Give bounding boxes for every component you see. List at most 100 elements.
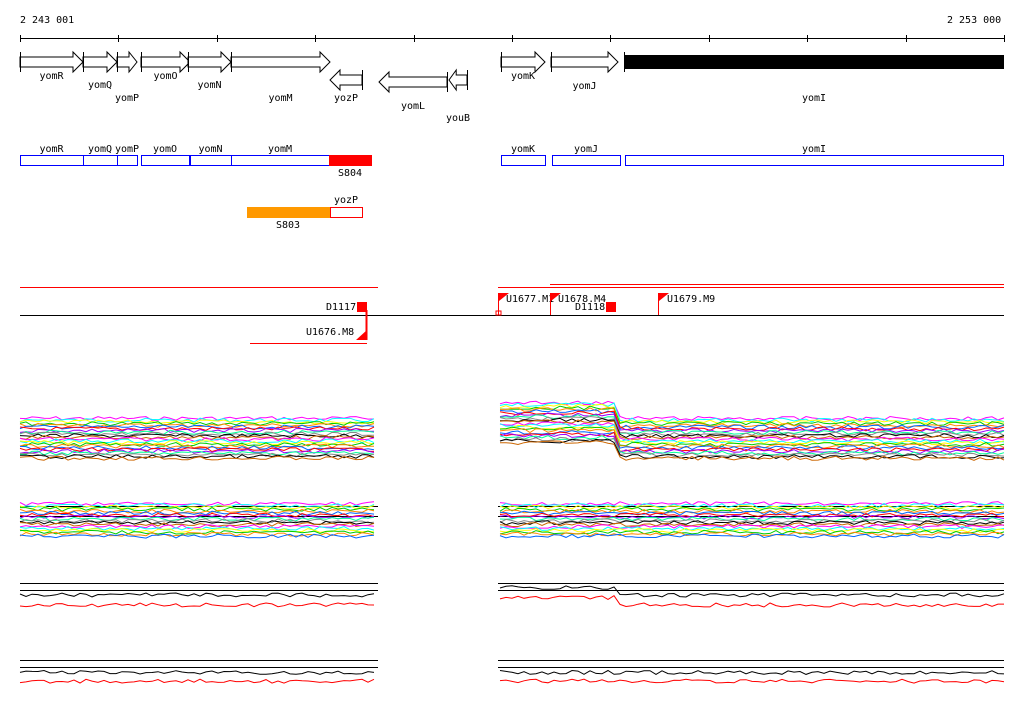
expression-line	[19, 440, 375, 446]
gene-yozP[interactable]	[329, 68, 363, 92]
expression-line	[499, 403, 1005, 425]
marker-d1118[interactable]	[606, 302, 616, 312]
segment-yomI[interactable]	[625, 155, 1004, 166]
gene-yomL[interactable]	[378, 70, 448, 94]
gene-yomP[interactable]	[116, 50, 138, 74]
expression-line	[499, 438, 1005, 460]
expression-line	[499, 531, 1005, 537]
segment-label: yomJ	[574, 144, 598, 155]
segment-track: yomR yomQ yomP yomO yomN yomM yomK yomJ yomI	[20, 144, 1004, 166]
segment-yomP[interactable]	[117, 155, 138, 166]
gene-yomQ[interactable]	[82, 50, 118, 74]
expression-line	[19, 427, 375, 434]
gene-label: youB	[446, 113, 470, 124]
segment-s803[interactable]	[247, 207, 330, 218]
expression-line	[19, 426, 375, 432]
expression-line	[499, 428, 1005, 449]
expression-line	[19, 678, 375, 684]
expression-line	[19, 669, 375, 675]
segment-yomM[interactable]	[231, 155, 330, 166]
segment-label: yomR	[39, 144, 64, 155]
expression-line	[19, 447, 375, 453]
expression-line	[19, 533, 375, 539]
expression-line	[499, 421, 1005, 442]
expression-line	[499, 526, 1005, 531]
gene-label: yomR	[39, 71, 64, 82]
segment-label: yomM	[268, 144, 292, 155]
marker-u1679[interactable]	[659, 293, 669, 301]
marker-label: U1676.M8	[306, 327, 354, 338]
expression-plots	[19, 400, 1005, 684]
expression-line	[499, 502, 1005, 509]
expression-line	[19, 510, 375, 516]
segment-yomK[interactable]	[501, 155, 546, 166]
gene-yomK[interactable]	[500, 50, 546, 74]
expression-line	[499, 431, 1005, 453]
gene-label: yomQ	[88, 80, 112, 91]
gene-label: yomK	[511, 71, 535, 82]
gene-yomJ[interactable]	[550, 50, 619, 74]
segment-yozp[interactable]	[330, 207, 363, 218]
segment-yomO[interactable]	[141, 155, 190, 166]
gene-yomO[interactable]	[140, 50, 191, 74]
expression-line	[499, 426, 1005, 447]
gene-label: yomI	[802, 93, 826, 104]
segment-yomQ[interactable]	[83, 155, 118, 166]
gene-yomI[interactable]	[624, 55, 1004, 69]
expression-line	[19, 524, 375, 530]
segment-yomN[interactable]	[190, 155, 232, 166]
expression-line	[499, 527, 1005, 533]
gene-yomN[interactable]	[187, 50, 232, 74]
marker-u1677[interactable]	[499, 293, 509, 301]
expression-line	[19, 431, 374, 437]
marker-u1678[interactable]	[551, 293, 561, 301]
expression-line	[19, 528, 375, 533]
expression-line	[19, 514, 375, 520]
gene-label: yomN	[197, 80, 221, 91]
s804-label: S804	[338, 168, 362, 179]
marker-label: D1117	[326, 302, 356, 313]
expression-line	[19, 512, 375, 518]
marker-track: D1117 U1676.M8 U1677.M1 U1678.M4 D1118 U…	[20, 284, 1004, 344]
marker-label: D1118	[575, 302, 605, 313]
expression-line	[19, 441, 375, 447]
segment-yomR[interactable]	[20, 155, 84, 166]
s803-label: S803	[276, 220, 300, 231]
expression-line	[499, 518, 1005, 524]
expression-line	[19, 522, 375, 528]
segment-label: yomO	[153, 144, 177, 155]
expression-line	[499, 595, 1004, 608]
expression-line	[19, 602, 375, 608]
segment-label: yomQ	[88, 144, 112, 155]
expression-line	[500, 440, 1005, 461]
expression-line	[19, 518, 375, 524]
segment-label: yomN	[198, 144, 222, 155]
gene-label: yomM	[268, 93, 292, 104]
gene-label: yomL	[401, 101, 425, 112]
segment-label: yomK	[511, 144, 535, 155]
gene-yomR[interactable]	[19, 50, 84, 74]
expression-line	[499, 412, 1005, 434]
expression-line	[499, 506, 1005, 512]
expression-line	[499, 585, 1005, 598]
gene-yomM[interactable]	[230, 50, 331, 74]
marker-d1117[interactable]	[357, 302, 367, 312]
expression-line	[19, 416, 375, 421]
gene-label: yomO	[153, 71, 177, 82]
expression-line	[19, 438, 375, 444]
expression-line	[19, 502, 375, 509]
segment-yomJ[interactable]	[552, 155, 621, 166]
expression-line	[19, 516, 375, 522]
expression-line	[19, 455, 375, 461]
expression-line	[19, 419, 375, 425]
expression-line	[19, 504, 375, 510]
segment-s804[interactable]	[329, 155, 372, 166]
segment-label: yomI	[802, 144, 826, 155]
expression-line	[499, 512, 1005, 518]
gene-youB[interactable]	[448, 68, 468, 92]
expression-line	[499, 402, 1005, 423]
marker-u1676[interactable]	[356, 330, 367, 340]
expression-line	[499, 410, 1005, 432]
